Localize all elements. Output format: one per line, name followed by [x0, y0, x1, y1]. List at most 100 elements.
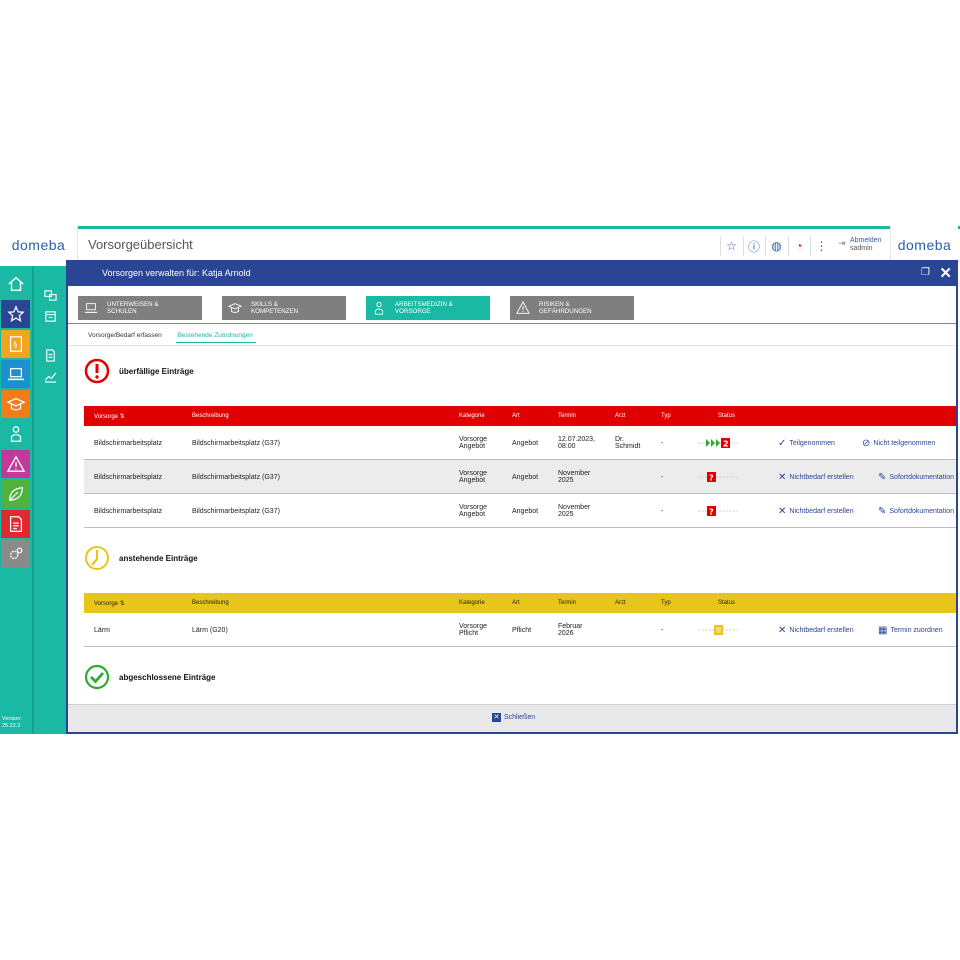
category-risks[interactable]: RISIKEN & GEFÄHRDUNGEN	[510, 296, 634, 320]
restore-window-icon[interactable]: ❐	[921, 267, 930, 278]
edit-icon: ✎	[878, 472, 887, 483]
pending-clock-icon	[85, 546, 109, 570]
nicht-teilgenommen-button[interactable]: ⊘ Nicht teilgenommen	[862, 438, 936, 449]
overdue-section-title: überfällige Einträge	[119, 367, 194, 376]
pending-section-title: anstehende Einträge	[119, 554, 198, 563]
category-label: ARBEITSMEDIZIN & VORSORGE	[395, 301, 453, 315]
col-beschreibung: Beschreibung	[192, 600, 229, 606]
table-row[interactable]: Bildschirmarbeitsplatz Bildschirmarbeits…	[84, 460, 956, 494]
cell-beschreibung: Bildschirmarbeitsplatz (G37)	[192, 507, 280, 515]
subnav-item-document[interactable]	[40, 346, 60, 364]
sidebar-item-environment[interactable]	[1, 480, 30, 508]
cell-termin: November 2025	[558, 504, 591, 518]
cell-kategorie: Vorsorge Angebot	[459, 436, 488, 450]
subnav-item-statistics[interactable]	[40, 367, 60, 385]
col-beschreibung: Beschreibung	[192, 413, 229, 419]
table-row[interactable]: Bildschirmarbeitsplatz Bildschirmarbeits…	[84, 494, 956, 528]
teilgenommen-button[interactable]: ✓ Teilgenommen	[778, 438, 835, 449]
category-instruct[interactable]: UNTERWEISEN & SCHULEN	[78, 296, 202, 320]
graduation-cap-icon	[228, 303, 242, 313]
col-vorsorge[interactable]: Vorsorge ⇅	[94, 601, 125, 607]
cell-termin: Februar 2026	[558, 623, 583, 637]
sidebar-item-settings[interactable]	[1, 540, 30, 568]
nichtbedarf-erstellen-button[interactable]: ✕ Nichtbedarf erstellen	[778, 625, 854, 636]
category-label: UNTERWEISEN & SCHULEN	[107, 301, 159, 315]
cell-termin: November 2025	[558, 470, 591, 484]
cell-art: Angebot	[512, 507, 539, 515]
divider	[68, 345, 956, 346]
cell-beschreibung: Bildschirmarbeitsplatz (G37)	[192, 473, 280, 481]
version-label: Version:	[2, 716, 22, 722]
cell-vorsorge: Bildschirmarbeitsplatz	[94, 439, 163, 447]
cell-art: Pflicht	[512, 626, 532, 634]
col-termin: Termin	[558, 600, 577, 606]
modal-footer: ✕ Schließen	[68, 704, 956, 732]
sub-sidebar	[32, 266, 66, 734]
tab-erfassen[interactable]: Vorsorge/Bedarf erfassen	[88, 332, 162, 339]
cell-kategorie: Vorsorge Pflicht	[459, 623, 488, 637]
pending-table-header: Vorsorge ⇅ Beschreibung Kategorie Art Te…	[84, 593, 956, 613]
vorsorge-modal: Vorsorgen verwalten für: Katja Arnold ❐ …	[66, 260, 958, 734]
help-icon[interactable]: ⓘ	[742, 236, 765, 256]
gears-icon	[9, 547, 22, 560]
nichtbedarf-erstellen-button[interactable]: ✕ Nichtbedarf erstellen	[778, 506, 854, 517]
top-bar: domeba Vorsorgeübersicht ☆ ⓘ ◍ ◔ ⋮ ⇥ Abm…	[0, 226, 960, 264]
sidebar-item-skills[interactable]	[1, 390, 30, 418]
cell-art: Angebot	[512, 439, 539, 447]
close-button[interactable]: ✕ Schließen	[492, 713, 535, 722]
document-icon	[45, 348, 55, 362]
close-icon: ✕	[492, 713, 501, 722]
termin-zuordnen-button[interactable]: ▦ Termin zuordnen	[878, 625, 943, 636]
subnav-item-calendar[interactable]	[40, 307, 60, 325]
sidebar-item-documents[interactable]	[1, 510, 30, 538]
sidebar-item-favorites[interactable]	[1, 300, 30, 328]
edit-icon: ✎	[878, 506, 887, 517]
app-window: domeba Vorsorgeübersicht ☆ ⓘ ◍ ◔ ⋮ ⇥ Abm…	[0, 226, 960, 734]
col-vorsorge[interactable]: Vorsorge ⇅	[94, 414, 125, 420]
logo[interactable]: domeba	[0, 226, 78, 264]
category-skills[interactable]: SKILLS & KOMPETENZEN	[222, 296, 346, 320]
bell-icon[interactable]: ◔	[787, 236, 810, 256]
subnav-item-overview[interactable]	[40, 286, 60, 304]
overdue-alert-icon	[84, 358, 110, 384]
status-progress-icon: 2	[698, 438, 738, 448]
col-art: Art	[512, 600, 520, 606]
top-toolbar: ☆ ⓘ ◍ ◔ ⋮	[720, 236, 833, 256]
chart-icon	[44, 371, 56, 383]
category-tabs: UNTERWEISEN & SCHULEN SKILLS & KOMPETENZ…	[78, 296, 654, 320]
logout-icon: ⇥	[838, 238, 846, 248]
sidebar-item-risks[interactable]	[1, 450, 30, 478]
calendar-icon: ▦	[878, 625, 888, 636]
sofortdokumentation-button[interactable]: ✎ Sofortdokumentation	[878, 506, 954, 517]
home-icon	[7, 276, 24, 292]
table-row[interactable]: Lärm Lärm (G20) Vorsorge Pflicht Pflicht …	[84, 613, 956, 647]
logout-label: Abmelden	[850, 237, 882, 244]
logo-text: domeba	[11, 237, 66, 253]
table-row[interactable]: Bildschirmarbeitsplatz Bildschirmarbeits…	[84, 426, 956, 460]
tab-bestehende-zuordnungen[interactable]: Bestehende Zuordnungen	[175, 329, 256, 343]
more-vertical-icon[interactable]: ⋮	[810, 236, 832, 256]
sofortdokumentation-button[interactable]: ✎ Sofortdokumentation	[878, 472, 954, 483]
sub-tabs: Vorsorge/Bedarf erfassen Bestehende Zuor…	[86, 329, 267, 343]
svg-text:?: ?	[709, 508, 714, 517]
main-sidebar: § Version: 25.22.3	[0, 266, 32, 734]
calendar-icon	[44, 310, 56, 322]
status-progress-icon: ?	[698, 472, 738, 482]
col-art: Art	[512, 413, 520, 419]
favorite-star-icon[interactable]: ☆	[720, 236, 742, 256]
sidebar-item-home[interactable]	[1, 270, 30, 298]
cell-typ: -	[661, 439, 664, 447]
nichtbedarf-erstellen-button[interactable]: ✕ Nichtbedarf erstellen	[778, 472, 854, 483]
status-progress-icon: ?	[698, 506, 738, 517]
category-occupational-medicine[interactable]: ARBEITSMEDIZIN & VORSORGE	[366, 296, 490, 320]
x-icon: ✕	[778, 625, 787, 636]
overview-icon	[43, 289, 57, 301]
sidebar-item-law[interactable]: §	[1, 330, 30, 358]
cell-beschreibung: Bildschirmarbeitsplatz (G37)	[192, 439, 280, 447]
globe-icon[interactable]: ◍	[765, 236, 787, 256]
close-icon[interactable]: ✕	[939, 265, 952, 282]
cell-beschreibung: Lärm (G20)	[192, 626, 228, 634]
sidebar-item-instruct[interactable]	[1, 360, 30, 388]
sidebar-item-occupational-medicine[interactable]	[1, 420, 30, 448]
page-title: Vorsorgeübersicht	[88, 237, 193, 252]
